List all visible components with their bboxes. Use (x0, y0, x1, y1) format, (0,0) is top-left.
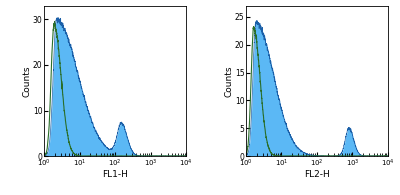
X-axis label: FL2-H: FL2-H (304, 170, 330, 179)
Y-axis label: Counts: Counts (22, 65, 32, 97)
Y-axis label: Counts: Counts (224, 65, 234, 97)
X-axis label: FL1-H: FL1-H (102, 170, 128, 179)
